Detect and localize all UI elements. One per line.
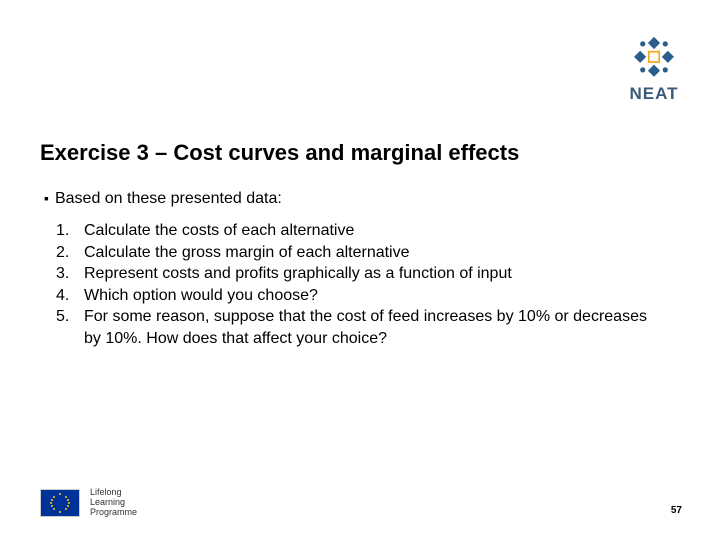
- brand-logo: NEAT: [628, 30, 680, 104]
- eu-flag-icon: [40, 489, 80, 517]
- list-item: 3. Represent costs and profits graphical…: [56, 263, 660, 285]
- item-text: Represent costs and profits graphically …: [84, 263, 660, 285]
- neat-icon: [628, 30, 680, 82]
- footer-logo: Lifelong Learning Programme: [40, 488, 137, 518]
- slide-title: Exercise 3 – Cost curves and marginal ef…: [40, 140, 680, 166]
- item-number: 3.: [56, 263, 84, 285]
- item-text: Calculate the costs of each alternative: [84, 220, 660, 242]
- item-number: 1.: [56, 220, 84, 242]
- item-text: For some reason, suppose that the cost o…: [84, 306, 660, 349]
- exercise-list: 1. Calculate the costs of each alternati…: [56, 220, 660, 350]
- item-text: Which option would you choose?: [84, 285, 660, 307]
- brand-text: NEAT: [629, 84, 678, 104]
- item-number: 2.: [56, 242, 84, 264]
- list-item: 1. Calculate the costs of each alternati…: [56, 220, 660, 242]
- list-item: 4. Which option would you choose?: [56, 285, 660, 307]
- list-item: 2. Calculate the gross margin of each al…: [56, 242, 660, 264]
- page-number: 57: [671, 505, 682, 516]
- list-item: 5. For some reason, suppose that the cos…: [56, 306, 660, 349]
- item-number: 4.: [56, 285, 84, 307]
- item-number: 5.: [56, 306, 84, 349]
- programme-text: Lifelong Learning Programme: [90, 488, 137, 518]
- programme-line3: Programme: [90, 508, 137, 518]
- intro-line: Based on these presented data:: [44, 190, 680, 208]
- item-text: Calculate the gross margin of each alter…: [84, 242, 660, 264]
